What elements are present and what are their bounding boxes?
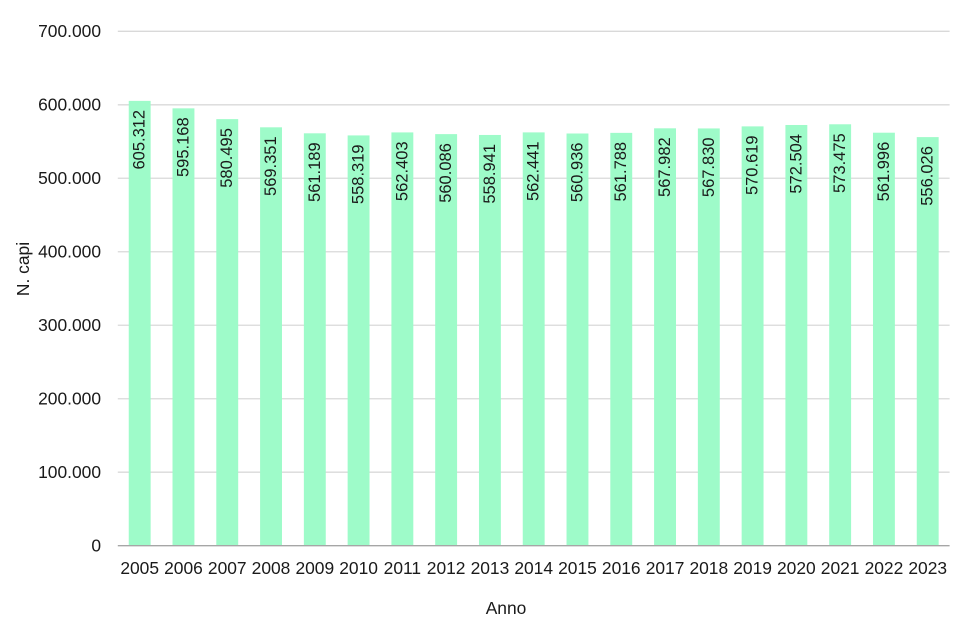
svg-text:2009: 2009 bbox=[295, 558, 334, 578]
svg-text:572.504: 572.504 bbox=[787, 134, 805, 194]
svg-text:2018: 2018 bbox=[689, 558, 728, 578]
svg-text:2012: 2012 bbox=[427, 558, 466, 578]
svg-text:567.830: 567.830 bbox=[700, 137, 718, 197]
svg-text:558.941: 558.941 bbox=[481, 144, 499, 204]
svg-text:600.000: 600.000 bbox=[38, 95, 101, 115]
svg-text:N. capi: N. capi bbox=[13, 242, 33, 296]
svg-text:561.189: 561.189 bbox=[306, 142, 324, 202]
svg-text:2006: 2006 bbox=[164, 558, 203, 578]
svg-text:2011: 2011 bbox=[384, 558, 421, 578]
svg-text:562.403: 562.403 bbox=[393, 141, 411, 201]
svg-text:595.168: 595.168 bbox=[174, 117, 192, 177]
svg-text:2014: 2014 bbox=[514, 558, 553, 578]
svg-text:700.000: 700.000 bbox=[38, 21, 101, 41]
svg-text:560.936: 560.936 bbox=[568, 142, 586, 202]
svg-text:560.086: 560.086 bbox=[437, 143, 455, 203]
svg-text:2005: 2005 bbox=[120, 558, 159, 578]
svg-text:2021: 2021 bbox=[821, 558, 860, 578]
svg-text:567.982: 567.982 bbox=[656, 137, 674, 197]
svg-text:558.319: 558.319 bbox=[350, 144, 368, 204]
svg-text:400.000: 400.000 bbox=[38, 242, 101, 262]
svg-text:300.000: 300.000 bbox=[38, 315, 101, 335]
svg-text:2022: 2022 bbox=[865, 558, 904, 578]
svg-text:573.475: 573.475 bbox=[831, 133, 849, 193]
svg-text:2013: 2013 bbox=[471, 558, 510, 578]
svg-text:2016: 2016 bbox=[602, 558, 641, 578]
svg-text:100.000: 100.000 bbox=[38, 462, 101, 482]
svg-text:569.351: 569.351 bbox=[262, 136, 280, 196]
svg-text:2008: 2008 bbox=[252, 558, 291, 578]
svg-text:2020: 2020 bbox=[777, 558, 816, 578]
svg-text:556.026: 556.026 bbox=[919, 146, 937, 206]
svg-text:561.788: 561.788 bbox=[612, 142, 630, 202]
svg-text:561.996: 561.996 bbox=[875, 142, 893, 202]
svg-text:580.495: 580.495 bbox=[218, 128, 236, 188]
svg-text:0: 0 bbox=[91, 536, 101, 556]
svg-text:2017: 2017 bbox=[646, 558, 685, 578]
svg-text:2019: 2019 bbox=[733, 558, 772, 578]
svg-text:570.619: 570.619 bbox=[744, 135, 762, 195]
svg-text:500.000: 500.000 bbox=[38, 168, 101, 188]
svg-text:562.441: 562.441 bbox=[525, 141, 543, 201]
svg-text:Anno: Anno bbox=[486, 598, 527, 618]
svg-text:2023: 2023 bbox=[908, 558, 947, 578]
svg-text:200.000: 200.000 bbox=[38, 389, 101, 409]
svg-text:2015: 2015 bbox=[558, 558, 597, 578]
svg-text:2010: 2010 bbox=[339, 558, 378, 578]
svg-text:605.312: 605.312 bbox=[131, 110, 149, 170]
svg-text:2007: 2007 bbox=[208, 558, 247, 578]
